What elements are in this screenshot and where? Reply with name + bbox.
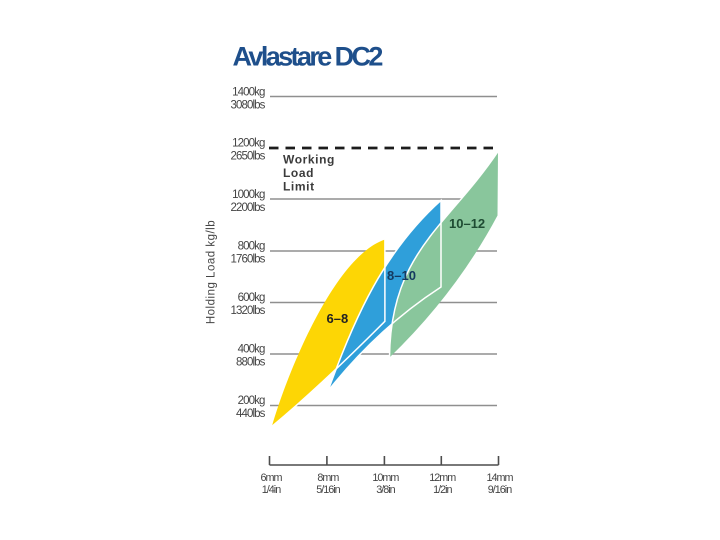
svg-text:Load: Load [283, 166, 314, 180]
svg-text:1000kg: 1000kg [232, 189, 265, 201]
svg-text:1/4in: 1/4in [262, 484, 281, 496]
svg-text:1320lbs: 1320lbs [231, 305, 266, 317]
svg-text:12mm: 12mm [429, 472, 456, 484]
svg-text:Holding Load kg/lb: Holding Load kg/lb [206, 220, 218, 324]
svg-text:5/16in: 5/16in [316, 484, 340, 496]
svg-text:800kg: 800kg [238, 241, 265, 253]
svg-text:Limit: Limit [283, 180, 315, 194]
svg-text:8mm: 8mm [317, 472, 339, 484]
svg-text:2200lbs: 2200lbs [231, 202, 266, 214]
svg-text:1760lbs: 1760lbs [231, 254, 266, 266]
svg-text:14mm: 14mm [487, 472, 514, 484]
svg-text:200kg: 200kg [238, 395, 265, 407]
svg-text:10mm: 10mm [372, 472, 399, 484]
svg-text:880lbs: 880lbs [236, 357, 266, 369]
svg-text:600kg: 600kg [238, 292, 265, 304]
svg-text:1200kg: 1200kg [232, 138, 265, 150]
svg-text:8–10: 8–10 [387, 268, 416, 283]
svg-text:6–8: 6–8 [327, 311, 349, 326]
svg-text:2650lbs: 2650lbs [231, 151, 266, 163]
svg-text:3/8in: 3/8in [376, 484, 395, 496]
svg-text:440lbs: 440lbs [236, 408, 266, 420]
svg-text:9/16in: 9/16in [488, 484, 512, 496]
svg-text:Avlastare DC2: Avlastare DC2 [233, 42, 383, 72]
svg-text:400kg: 400kg [238, 344, 265, 356]
svg-text:1400kg: 1400kg [232, 87, 265, 99]
svg-text:10–12: 10–12 [449, 216, 485, 231]
svg-text:Working: Working [283, 153, 335, 167]
svg-text:3080lbs: 3080lbs [231, 100, 266, 112]
svg-text:6mm: 6mm [261, 472, 283, 484]
svg-text:1/2in: 1/2in [433, 484, 452, 496]
